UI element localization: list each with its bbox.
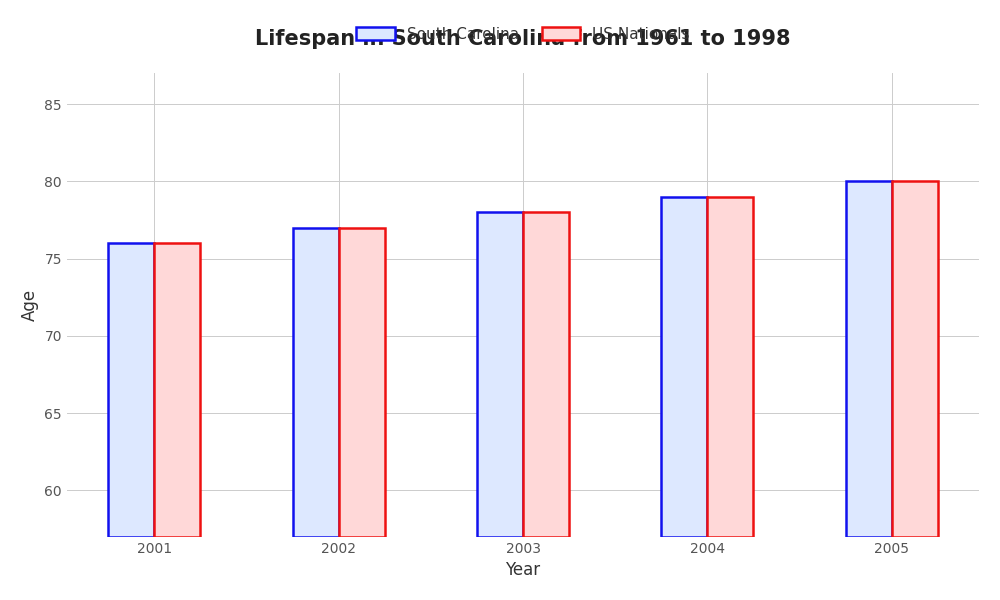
Bar (846, 181, 892, 537)
Bar (154, 243, 200, 537)
Bar (707, 197, 753, 537)
Bar (523, 212, 569, 537)
Bar (477, 212, 523, 537)
Bar (293, 228, 339, 537)
Legend: South Carolina, US Nationals: South Carolina, US Nationals (350, 20, 696, 48)
X-axis label: Year: Year (505, 561, 541, 579)
Bar (892, 181, 938, 537)
Bar (339, 228, 385, 537)
Bar (661, 197, 707, 537)
Bar (108, 243, 154, 537)
Title: Lifespan in South Carolina from 1961 to 1998: Lifespan in South Carolina from 1961 to … (255, 29, 791, 49)
Y-axis label: Age: Age (21, 289, 39, 321)
